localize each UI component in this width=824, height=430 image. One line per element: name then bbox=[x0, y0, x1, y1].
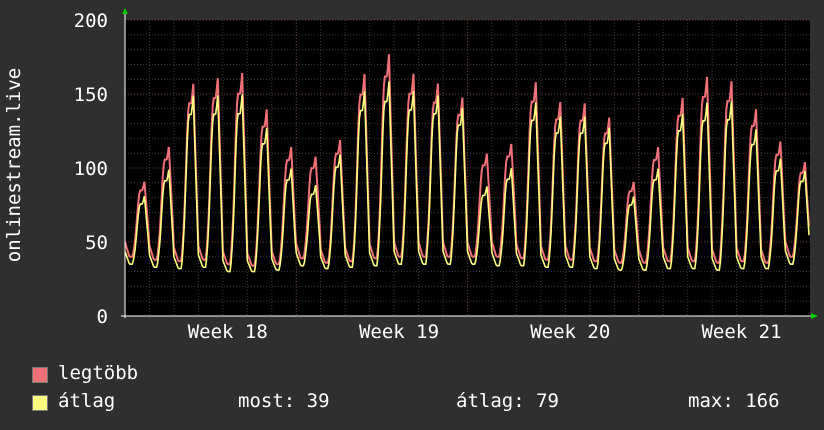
series-line-atlag bbox=[124, 81, 810, 273]
stat-atlag: átlag: 79 bbox=[456, 390, 559, 412]
stat-most: most: 39 bbox=[238, 390, 330, 412]
stat-atlag-label: átlag: bbox=[456, 390, 525, 412]
stat-atlag-value: 79 bbox=[536, 390, 559, 412]
y-tick-label: 150 bbox=[74, 84, 108, 106]
y-tick-labels: 0 50 100 150 200 bbox=[74, 10, 108, 328]
legend-label-atlag: átlag bbox=[58, 390, 116, 412]
stat-most-value: 39 bbox=[306, 390, 330, 412]
y-tick-label: 100 bbox=[74, 158, 108, 180]
legend-swatch-atlag bbox=[32, 395, 48, 411]
series-group bbox=[124, 54, 810, 273]
y-tick-label: 0 bbox=[97, 306, 108, 328]
x-axis-arrow bbox=[811, 313, 818, 319]
x-tick-label: Week 21 bbox=[701, 321, 781, 343]
y-tick-label: 50 bbox=[85, 232, 108, 254]
x-tick-label: Week 19 bbox=[359, 321, 439, 343]
x-tick-label: Week 18 bbox=[188, 321, 268, 343]
y-axis-arrow bbox=[122, 8, 128, 14]
y-axis-label: onlinestream.live bbox=[3, 68, 25, 262]
legend-swatch-legtobb bbox=[32, 367, 48, 383]
stat-max-value: 166 bbox=[745, 390, 780, 412]
stat-max-label: max: bbox=[688, 390, 734, 412]
x-tick-labels: Week 18 Week 19 Week 20 Week 21 bbox=[188, 321, 782, 343]
legend-label-legtobb: legtöbb bbox=[58, 362, 139, 384]
stat-max: max: 166 bbox=[688, 390, 780, 412]
x-tick-label: Week 20 bbox=[530, 321, 610, 343]
stat-most-label: most: bbox=[238, 390, 296, 412]
y-tick-label: 200 bbox=[74, 10, 108, 32]
